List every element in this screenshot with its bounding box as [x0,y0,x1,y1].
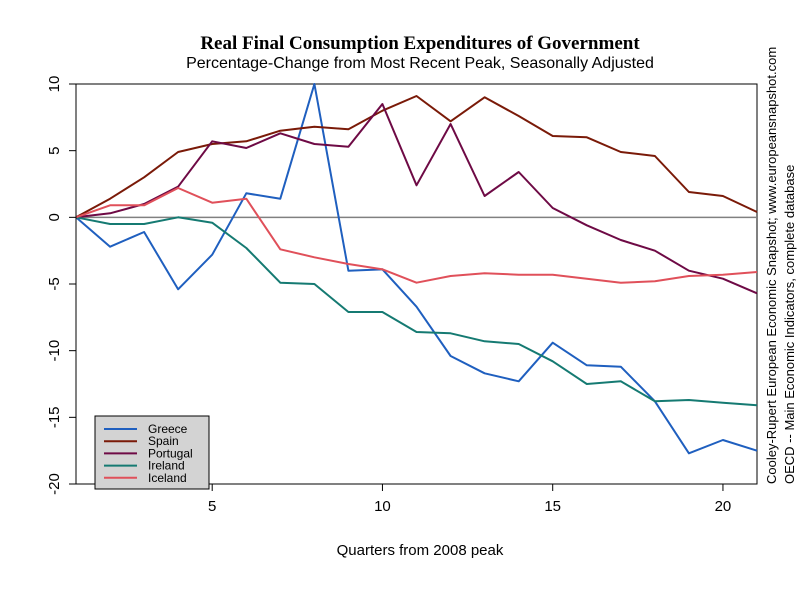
y-tick-label: -5 [46,277,63,290]
x-axis: 5 10 15 20 [208,483,732,515]
source-note-oecd: OECD -- Main Economic Indicators, comple… [782,165,797,484]
y-tick-label: -20 [46,473,63,495]
chart-subtitle: Percentage-Change from Most Recent Peak,… [186,55,654,72]
y-tick-label: 0 [46,213,63,221]
series-line-spain [75,95,758,219]
x-tick-label: 10 [374,498,391,515]
y-tick-label: 5 [46,146,63,154]
legend-label-greece: Greece [148,422,188,436]
series-lines [75,83,758,455]
chart-title: Real Final Consumption Expenditures of G… [200,33,640,54]
x-tick-label: 20 [715,498,732,515]
legend-label-spain: Spain [148,434,179,448]
series-line-ireland [75,216,758,407]
series-line-portugal [75,103,758,295]
y-tick-label: -10 [46,340,63,362]
y-axis: 10 5 0 -5 -10 -15 -20 [46,76,77,495]
source-note-snapshot: Cooley-Rupert European Economic Snapshot… [764,47,779,484]
x-tick-label: 15 [544,498,561,515]
legend-label-iceland: Iceland [148,471,187,485]
legend-label-ireland: Ireland [148,459,185,473]
series-line-greece [75,83,758,455]
series-line-iceland [75,187,758,284]
x-axis-label: Quarters from 2008 peak [337,542,504,559]
x-tick-label: 5 [208,498,216,515]
y-tick-label: -15 [46,406,63,428]
legend-label-portugal: Portugal [148,446,193,460]
y-tick-label: 10 [46,76,63,93]
